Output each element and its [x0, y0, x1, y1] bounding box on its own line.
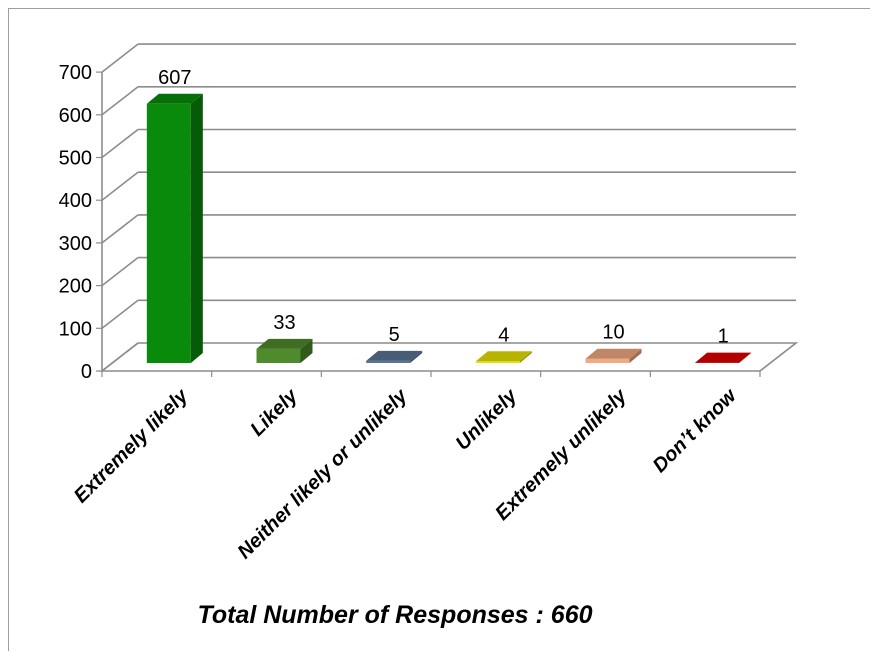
bar-5 [585, 348, 642, 363]
bar-side [410, 350, 423, 363]
bar-side [739, 352, 752, 363]
bar-front [146, 103, 191, 363]
bar-6 [695, 352, 752, 363]
y-tick-label: 0 [81, 361, 92, 383]
axes: 0 100 200 300 400 500 600 700 [59, 62, 799, 383]
bar-front [366, 360, 411, 363]
data-label: 33 [273, 312, 295, 334]
bar-front [585, 358, 630, 363]
bar-front [256, 348, 301, 363]
x-tick-label: Likely [246, 384, 302, 440]
bar-4 [475, 351, 532, 363]
side-wall-line [101, 214, 139, 244]
x-tick-label: Unlikely [452, 384, 522, 454]
x-tick-label: Don’t know [649, 384, 742, 477]
data-label: 1 [718, 326, 729, 348]
y-tick-label: 100 [59, 318, 92, 340]
bar-3 [366, 350, 423, 363]
bar-side [190, 93, 203, 363]
data-label: 10 [602, 322, 624, 344]
y-tick-label: 600 [59, 105, 92, 127]
bars [146, 93, 752, 363]
bar-1 [146, 93, 203, 363]
bar-top [146, 93, 203, 104]
x-tick-label: Extremely likely [70, 384, 193, 507]
y-tick-label: 500 [59, 148, 92, 170]
data-label: 5 [389, 324, 400, 346]
data-label: 4 [498, 324, 509, 346]
gridlines [101, 43, 796, 372]
side-wall-line [101, 256, 139, 287]
side-wall-line [101, 171, 139, 201]
bar-side [629, 348, 642, 363]
bar-top [695, 352, 752, 363]
side-wall-line [101, 128, 139, 159]
bar-top [585, 348, 642, 359]
chart-frame [8, 8, 870, 651]
bar-top [475, 351, 532, 362]
y-tick-label: 300 [59, 233, 92, 255]
bar-top [366, 350, 423, 361]
chart-footer: Total Number of Responses : 660 [198, 601, 593, 629]
bar-side [300, 338, 313, 363]
bar-front [475, 361, 520, 363]
bar-top [256, 338, 313, 349]
bar-side [519, 351, 532, 363]
bar-2 [256, 338, 313, 363]
data-label: 607 [158, 67, 191, 89]
side-wall-line [101, 86, 139, 116]
y-tick-label: 200 [59, 276, 92, 298]
side-wall-line [101, 299, 139, 329]
side-wall-line [101, 43, 139, 73]
y-tick-label: 400 [59, 190, 92, 212]
y-tick-label: 700 [59, 62, 92, 84]
chart-floor [99, 342, 799, 372]
